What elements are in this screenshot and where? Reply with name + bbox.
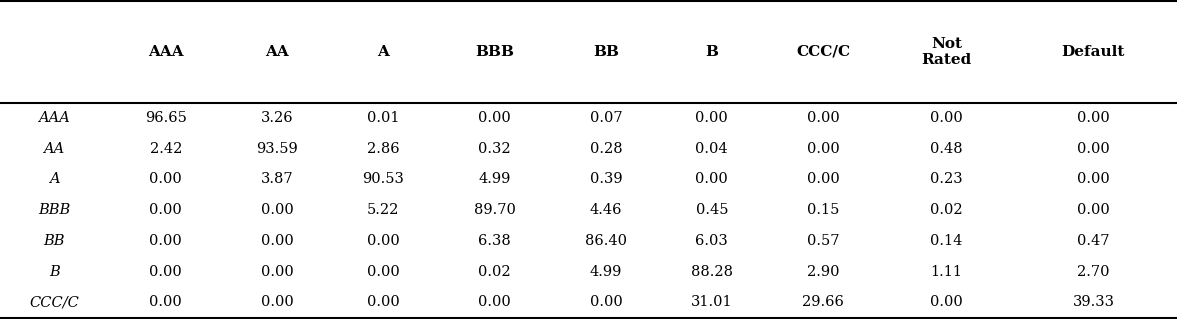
Text: 0.00: 0.00: [149, 264, 182, 278]
Text: 0.02: 0.02: [930, 203, 963, 217]
Text: 88.28: 88.28: [691, 264, 733, 278]
Text: 0.39: 0.39: [590, 172, 623, 186]
Text: 0.45: 0.45: [696, 203, 729, 217]
Text: 0.23: 0.23: [930, 172, 963, 186]
Text: 0.47: 0.47: [1077, 234, 1110, 248]
Text: 0.00: 0.00: [261, 295, 294, 309]
Text: 0.01: 0.01: [367, 111, 399, 125]
Text: 2.90: 2.90: [807, 264, 839, 278]
Text: 0.00: 0.00: [149, 172, 182, 186]
Text: Not
Rated: Not Rated: [922, 37, 972, 67]
Text: 90.53: 90.53: [363, 172, 404, 186]
Text: 0.15: 0.15: [807, 203, 839, 217]
Text: 31.01: 31.01: [691, 295, 732, 309]
Text: 0.00: 0.00: [930, 111, 963, 125]
Text: 86.40: 86.40: [585, 234, 627, 248]
Text: A: A: [49, 172, 60, 186]
Text: 4.46: 4.46: [590, 203, 623, 217]
Text: 4.99: 4.99: [590, 264, 623, 278]
Text: 29.66: 29.66: [803, 295, 844, 309]
Text: 0.00: 0.00: [149, 203, 182, 217]
Text: Default: Default: [1062, 45, 1125, 59]
Text: 0.00: 0.00: [1077, 111, 1110, 125]
Text: 0.02: 0.02: [478, 264, 511, 278]
Text: BBB: BBB: [476, 45, 514, 59]
Text: 3.87: 3.87: [261, 172, 293, 186]
Text: 0.57: 0.57: [807, 234, 839, 248]
Text: 0.00: 0.00: [261, 203, 294, 217]
Text: 0.00: 0.00: [149, 234, 182, 248]
Text: 0.00: 0.00: [261, 264, 294, 278]
Text: 0.00: 0.00: [367, 295, 399, 309]
Text: AA: AA: [44, 142, 65, 156]
Text: AAA: AAA: [39, 111, 71, 125]
Text: 0.00: 0.00: [590, 295, 623, 309]
Text: 0.32: 0.32: [478, 142, 511, 156]
Text: 0.28: 0.28: [590, 142, 623, 156]
Text: 1.11: 1.11: [931, 264, 963, 278]
Text: BB: BB: [44, 234, 65, 248]
Text: 0.00: 0.00: [807, 172, 839, 186]
Text: 0.00: 0.00: [367, 264, 399, 278]
Text: B: B: [705, 45, 718, 59]
Text: 0.00: 0.00: [261, 234, 294, 248]
Text: 0.00: 0.00: [478, 111, 511, 125]
Text: 0.00: 0.00: [1077, 203, 1110, 217]
Text: 96.65: 96.65: [145, 111, 187, 125]
Text: 3.26: 3.26: [261, 111, 293, 125]
Text: 0.00: 0.00: [807, 142, 839, 156]
Text: 6.03: 6.03: [696, 234, 729, 248]
Text: 0.04: 0.04: [696, 142, 729, 156]
Text: 0.00: 0.00: [696, 172, 729, 186]
Text: 2.70: 2.70: [1077, 264, 1110, 278]
Text: CCC/C: CCC/C: [29, 295, 79, 309]
Text: 0.00: 0.00: [149, 295, 182, 309]
Text: 0.48: 0.48: [930, 142, 963, 156]
Text: AA: AA: [266, 45, 290, 59]
Text: 0.00: 0.00: [1077, 172, 1110, 186]
Text: BB: BB: [593, 45, 619, 59]
Text: 0.14: 0.14: [931, 234, 963, 248]
Text: 0.00: 0.00: [1077, 142, 1110, 156]
Text: 89.70: 89.70: [473, 203, 516, 217]
Text: B: B: [49, 264, 60, 278]
Text: 0.00: 0.00: [696, 111, 729, 125]
Text: CCC/C: CCC/C: [797, 45, 851, 59]
Text: 0.00: 0.00: [478, 295, 511, 309]
Text: 2.86: 2.86: [367, 142, 399, 156]
Text: 4.99: 4.99: [478, 172, 511, 186]
Text: 5.22: 5.22: [367, 203, 399, 217]
Text: 0.00: 0.00: [930, 295, 963, 309]
Text: AAA: AAA: [148, 45, 184, 59]
Text: BBB: BBB: [38, 203, 71, 217]
Text: 2.42: 2.42: [149, 142, 182, 156]
Text: A: A: [377, 45, 388, 59]
Text: 0.00: 0.00: [367, 234, 399, 248]
Text: 6.38: 6.38: [478, 234, 511, 248]
Text: 93.59: 93.59: [257, 142, 298, 156]
Text: 0.07: 0.07: [590, 111, 623, 125]
Text: 0.00: 0.00: [807, 111, 839, 125]
Text: 39.33: 39.33: [1072, 295, 1115, 309]
